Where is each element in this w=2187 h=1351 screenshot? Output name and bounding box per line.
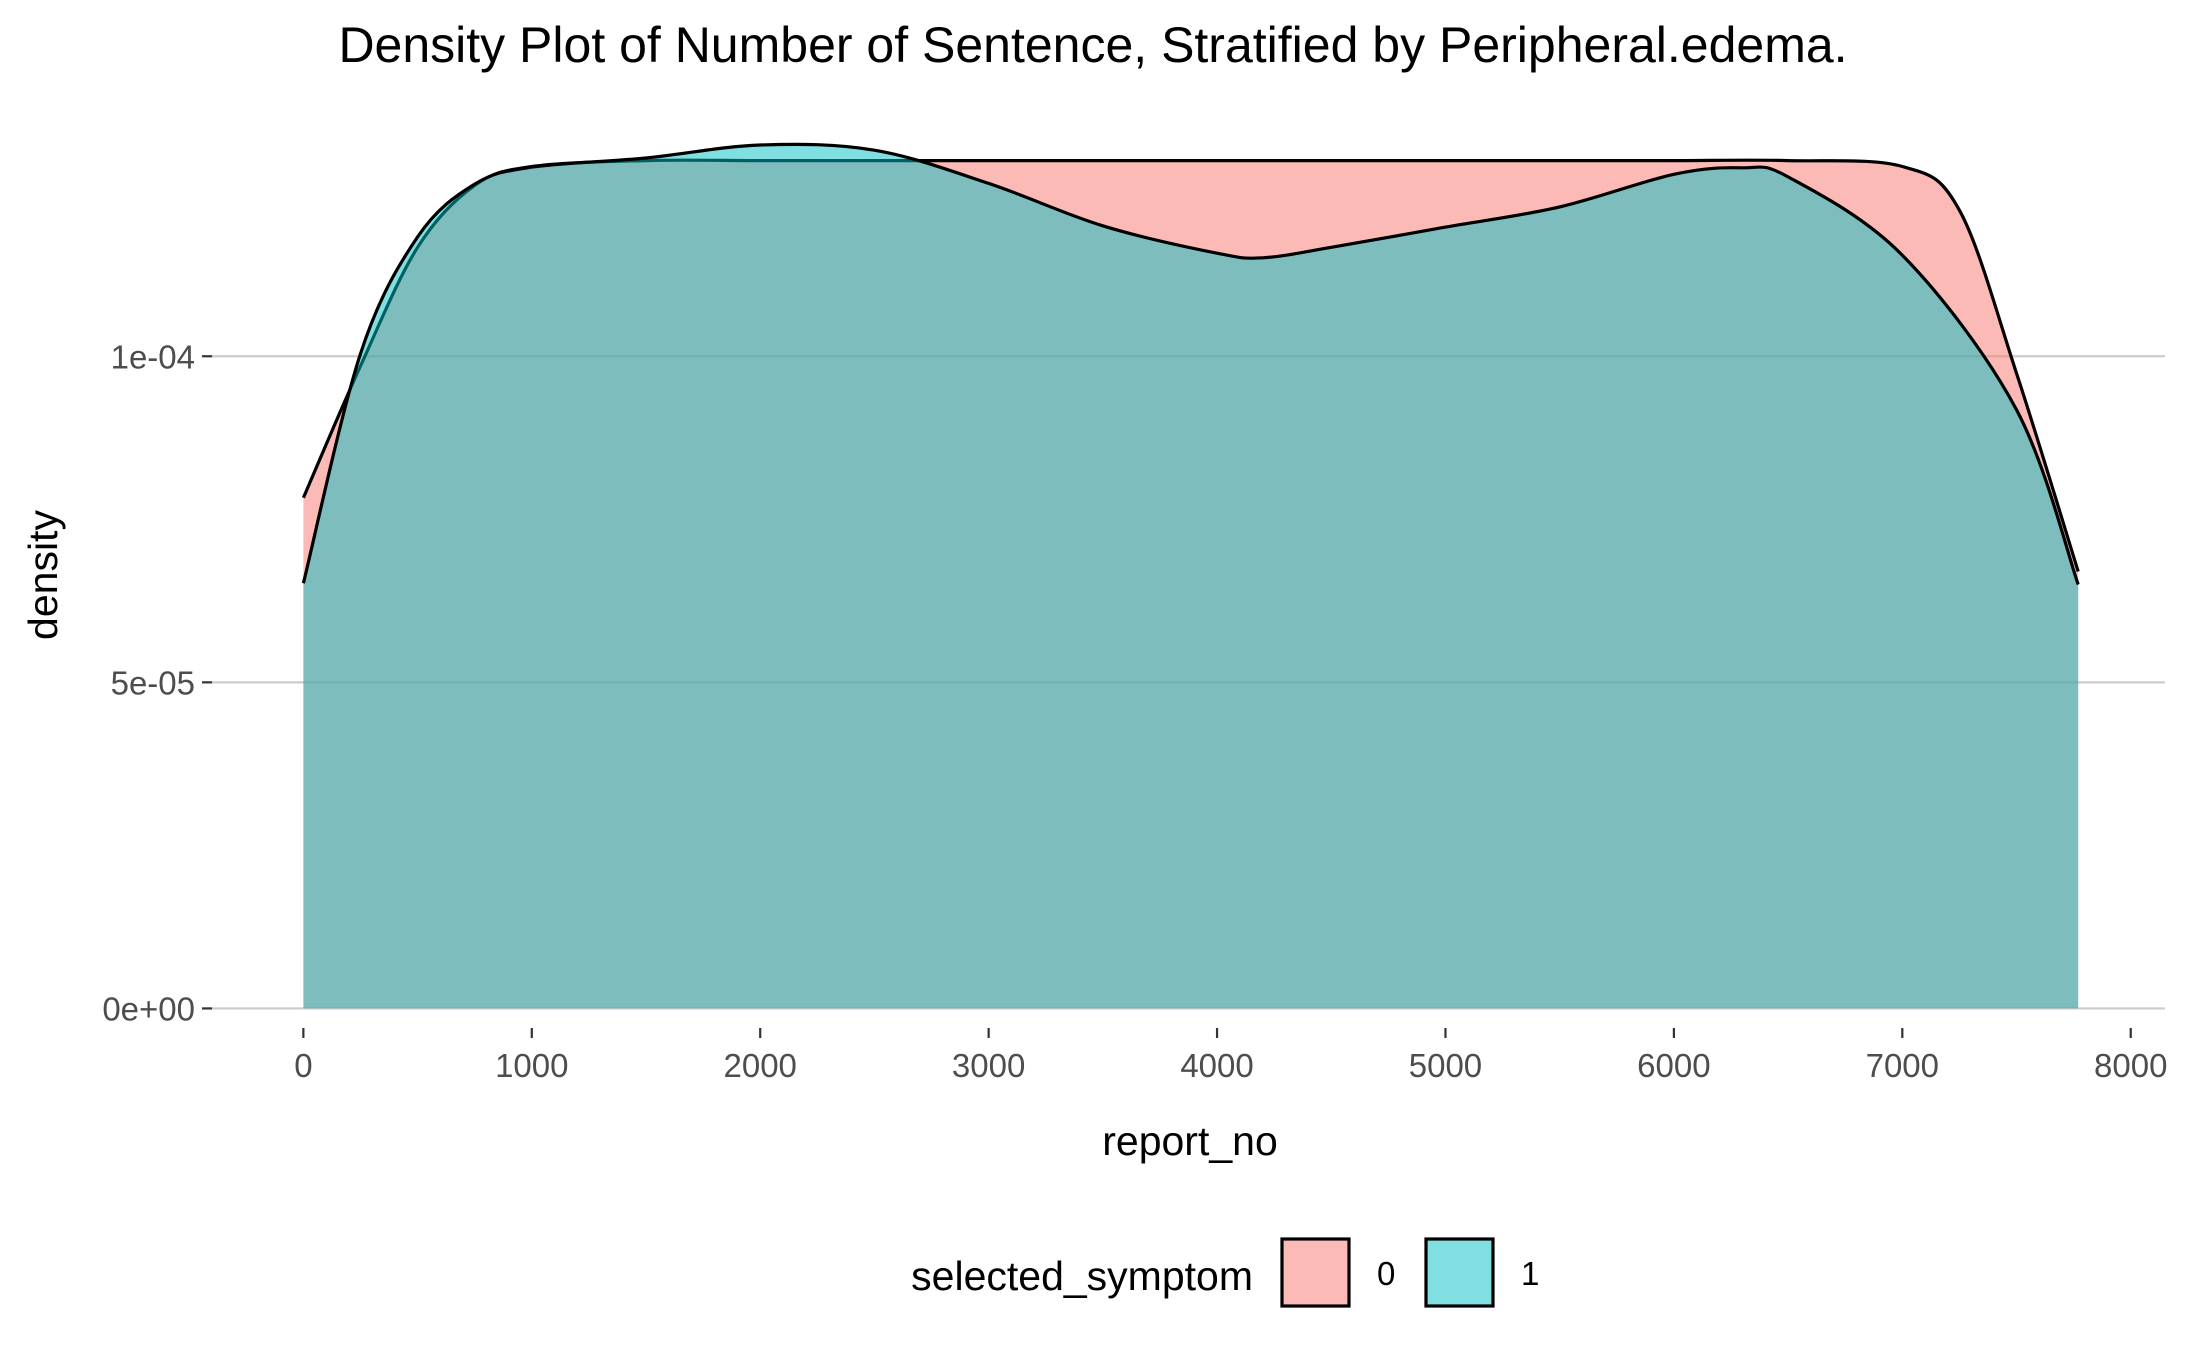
legend-key-1 [1424, 1237, 1495, 1308]
y-tick-label-2: 1e-04 [111, 338, 195, 375]
x-tick-label-7: 7000 [1866, 1047, 1939, 1084]
legend-title: selected_symptom [911, 1253, 1253, 1299]
density-areas [301, 142, 2080, 1009]
y-tick-label-1: 5e-05 [111, 664, 195, 701]
x-tick-label-0: 0 [294, 1047, 312, 1084]
axes: 0 1000 2000 3000 4000 5000 6000 7000 8000 0e+00 5e… [102, 338, 2167, 1084]
legend-label-1: 1 [1521, 1255, 1539, 1292]
legend-key-0 [1280, 1237, 1351, 1308]
chart-title: Density Plot of Number of Sentence, Stra… [338, 17, 1847, 73]
x-tick-label-6: 6000 [1637, 1047, 1710, 1084]
density-area-series-1 [303, 144, 2079, 1009]
x-tick-label-4: 4000 [1180, 1047, 1253, 1084]
x-tick-label-2: 2000 [723, 1047, 796, 1084]
x-tick-label-8: 8000 [2094, 1047, 2167, 1084]
x-tick-label-3: 3000 [952, 1047, 1025, 1084]
density-line-series-1 [301, 142, 2080, 586]
x-axis-title: report_no [1102, 1118, 1278, 1164]
legend-label-0: 0 [1377, 1255, 1395, 1292]
y-tick-label-0: 0e+00 [102, 990, 195, 1027]
y-axis-title: density [20, 510, 66, 640]
x-tick-label-1: 1000 [495, 1047, 568, 1084]
x-tick-label-5: 5000 [1409, 1047, 1482, 1084]
